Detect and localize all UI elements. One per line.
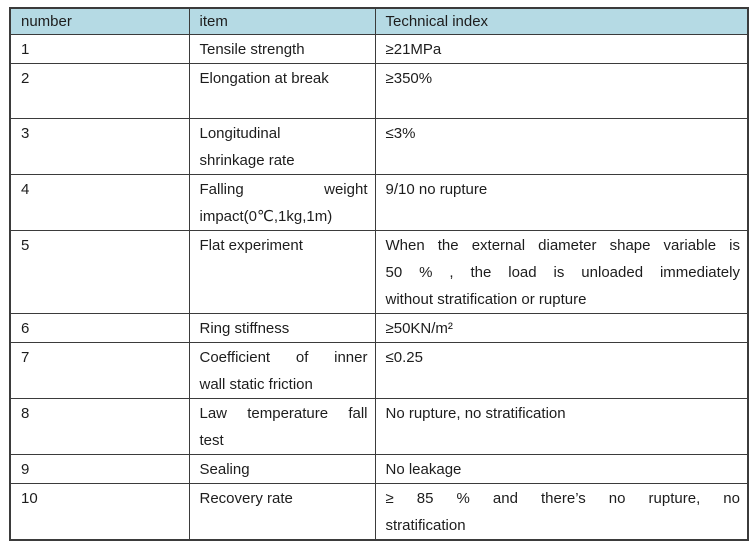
item-cell: Flat experiment (188, 229, 376, 314)
table-row: 9 Sealing No leakage (9, 453, 749, 484)
col-header-number: number (9, 7, 190, 35)
header-row: number item Technical index (9, 7, 749, 35)
table-row: 8 Law temperature fall test No rupture, n… (9, 397, 749, 455)
item-cell: Sealing (188, 453, 376, 484)
number-cell: 8 (9, 397, 190, 455)
item-cell: Law temperature fall test (188, 397, 376, 455)
tech-index-cell: No leakage (374, 453, 749, 484)
item-cell: Falling weight impact(0℃,1kg,1m) (188, 173, 376, 231)
item-cell: Coefficient of inner wall static friction (188, 341, 376, 399)
technical-index-table: number item Technical index 1 Tensile st… (9, 7, 749, 541)
item-cell: Tensile strength (188, 33, 376, 64)
tech-index-cell: ≥350% (374, 62, 749, 119)
number-cell: 3 (9, 117, 190, 175)
table-row: 7 Coefficient of inner wall static fricti… (9, 341, 749, 399)
table-row: 10 Recovery rate ≥ 85 % and there’s no r… (9, 482, 749, 540)
number-cell: 6 (9, 312, 190, 343)
tech-index-cell: ≥21MPa (374, 33, 749, 64)
number-cell: 9 (9, 453, 190, 484)
table-row: 6 Ring stiffness ≥50KN/m² (9, 312, 749, 343)
tech-index-cell: No rupture, no stratification (374, 397, 749, 455)
table-row: 3 Longitudinal shrinkage rate ≤3% (9, 117, 749, 175)
tech-index-cell: When the external diameter shape variabl… (374, 229, 749, 314)
table-row: 5 Flat experiment When the external diam… (9, 229, 749, 314)
col-header-technical-index: Technical index (374, 7, 749, 35)
table-row: 2 Elongation at break ≥350% (9, 62, 749, 119)
tech-index-cell: ≥ 85 % and there’s no rupture, no stratif… (374, 482, 749, 540)
col-header-item: item (188, 7, 376, 35)
number-cell: 5 (9, 229, 190, 314)
number-cell: 2 (9, 62, 190, 119)
tech-index-cell: ≥50KN/m² (374, 312, 749, 343)
number-cell: 7 (9, 341, 190, 399)
table-row: 1 Tensile strength ≥21MPa (9, 33, 749, 64)
tech-index-cell: ≤3% (374, 117, 749, 175)
number-cell: 10 (9, 482, 190, 540)
table-row: 4 Falling weight impact(0℃,1kg,1m) 9/10 n… (9, 173, 749, 231)
item-cell: Recovery rate (188, 482, 376, 540)
item-cell: Elongation at break (188, 62, 376, 119)
number-cell: 4 (9, 173, 190, 231)
tech-index-cell: 9/10 no rupture (374, 173, 749, 231)
technical-index-table-wrap: number item Technical index 1 Tensile st… (9, 7, 749, 541)
tech-index-cell: ≤0.25 (374, 341, 749, 399)
item-cell: Longitudinal shrinkage rate (188, 117, 376, 175)
number-cell: 1 (9, 33, 190, 64)
item-cell: Ring stiffness (188, 312, 376, 343)
